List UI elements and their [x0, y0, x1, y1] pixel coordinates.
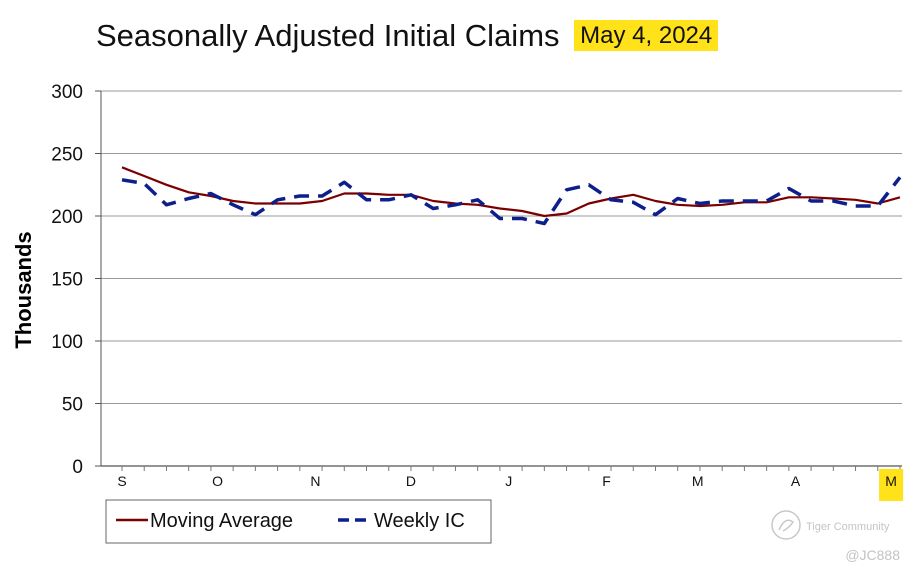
y-tick-labels: 0 50 100 150 200 250 300 — [51, 82, 83, 478]
y-tick-label: 0 — [72, 457, 83, 478]
series-line-moving-average — [121, 166, 901, 218]
y-axis-label: Thousands — [11, 231, 36, 348]
x-tick-label: J — [505, 473, 512, 489]
x-tick-label: S — [117, 473, 126, 489]
x-tick-label: N — [310, 473, 320, 489]
series-lines — [121, 166, 902, 226]
y-tick-label: 200 — [51, 207, 83, 228]
y-tick-label: 50 — [62, 395, 83, 416]
x-tick-label: M — [692, 473, 704, 489]
x-tick-label: D — [406, 473, 416, 489]
chart-title: Seasonally Adjusted Initial Claims May 4… — [96, 18, 719, 54]
legend: Moving Average Weekly IC — [105, 499, 492, 544]
chart-title-text: Seasonally Adjusted Initial Claims — [96, 18, 560, 53]
tiger-logo-icon — [771, 510, 801, 540]
x-tick-label: F — [602, 473, 611, 489]
title-date-highlight: May 4, 2024 — [574, 20, 719, 51]
grid-lines — [95, 90, 902, 471]
y-tick-label: 100 — [51, 332, 83, 353]
x-label-highlight — [879, 469, 904, 501]
x-tick-label: M — [885, 473, 897, 489]
watermark-handle: @JC888 — [845, 547, 900, 563]
legend-label-weekly-ic: Weekly IC — [374, 510, 465, 532]
series-line-weekly-ic — [121, 176, 902, 226]
watermark: Tiger Community @JC888 — [771, 510, 900, 563]
legend-label-moving-average: Moving Average — [150, 510, 293, 532]
x-tick-label: O — [212, 473, 223, 489]
x-tick-label: A — [791, 473, 801, 489]
legend-box — [105, 499, 492, 544]
watermark-brand: Tiger Community — [806, 521, 890, 533]
tiger-logo-mark — [778, 519, 795, 532]
y-tick-label: 150 — [51, 270, 83, 291]
y-tick-label: 250 — [51, 145, 83, 166]
y-tick-label: 300 — [51, 82, 83, 103]
